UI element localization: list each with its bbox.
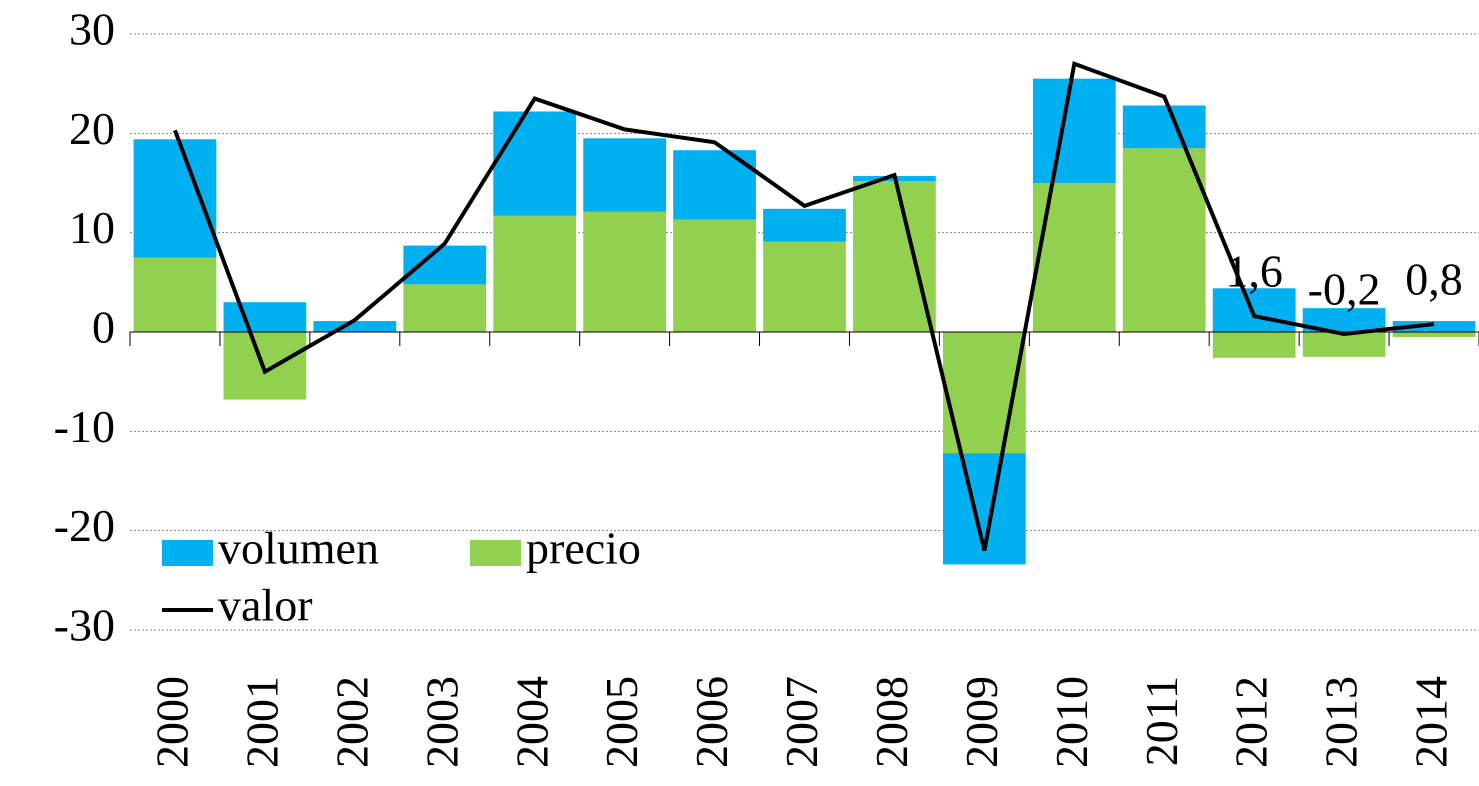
bar bbox=[493, 215, 577, 332]
bar bbox=[763, 208, 846, 242]
x-tick-label: 2003 bbox=[416, 676, 467, 768]
bar bbox=[223, 332, 307, 400]
bar bbox=[1392, 321, 1476, 332]
bar bbox=[403, 245, 487, 285]
legend-label: precio bbox=[526, 523, 641, 574]
x-tick-label: 2008 bbox=[866, 676, 917, 768]
bar bbox=[1212, 332, 1296, 358]
bar bbox=[223, 302, 307, 332]
data-label: 1,6 bbox=[1225, 246, 1283, 297]
x-tick-label: 2010 bbox=[1046, 676, 1097, 768]
legend-swatch bbox=[470, 540, 521, 566]
y-tick-label: -20 bbox=[54, 500, 115, 551]
x-tick-label: 2004 bbox=[506, 676, 557, 768]
x-tick-label: 2011 bbox=[1136, 676, 1187, 766]
bar bbox=[493, 111, 577, 216]
bar bbox=[1122, 148, 1206, 332]
bar bbox=[1392, 332, 1476, 337]
legend-label: valor bbox=[218, 580, 313, 631]
bar bbox=[583, 211, 667, 332]
x-tick-label: 2012 bbox=[1226, 676, 1277, 768]
x-tick-label: 2014 bbox=[1406, 676, 1457, 768]
bar bbox=[673, 219, 756, 332]
x-tick-label: 2013 bbox=[1316, 676, 1367, 768]
x-tick-label: 2009 bbox=[956, 676, 1007, 768]
bar bbox=[133, 139, 217, 258]
y-tick-label: 10 bbox=[69, 202, 115, 253]
bar bbox=[313, 321, 397, 332]
y-tick-label: -10 bbox=[54, 401, 115, 452]
legend-label: volumen bbox=[218, 523, 379, 574]
bar bbox=[1212, 288, 1296, 332]
bar bbox=[583, 138, 667, 212]
bar bbox=[1302, 332, 1386, 357]
bar bbox=[1302, 308, 1386, 332]
bar bbox=[1032, 78, 1116, 183]
y-tick-label: 0 bbox=[92, 302, 115, 353]
x-tick-label: 2000 bbox=[147, 676, 198, 768]
x-tick-label: 2005 bbox=[596, 676, 647, 768]
y-tick-label: 20 bbox=[69, 103, 115, 154]
data-label: 0,8 bbox=[1405, 254, 1463, 305]
bar bbox=[133, 257, 217, 332]
x-tick-label: 2001 bbox=[236, 676, 287, 768]
y-tick-label: -30 bbox=[54, 600, 115, 651]
bar bbox=[1122, 105, 1206, 149]
bar bbox=[1032, 183, 1116, 332]
bar bbox=[853, 181, 936, 332]
data-label: -0,2 bbox=[1308, 264, 1381, 315]
x-tick-label: 2002 bbox=[326, 676, 377, 768]
bar bbox=[403, 284, 487, 332]
x-tick-label: 2007 bbox=[776, 676, 827, 768]
bar bbox=[763, 241, 846, 332]
y-tick-label: 30 bbox=[69, 4, 115, 55]
legend-swatch bbox=[162, 540, 213, 566]
line bbox=[173, 61, 1435, 551]
x-tick-label: 2006 bbox=[686, 676, 737, 768]
